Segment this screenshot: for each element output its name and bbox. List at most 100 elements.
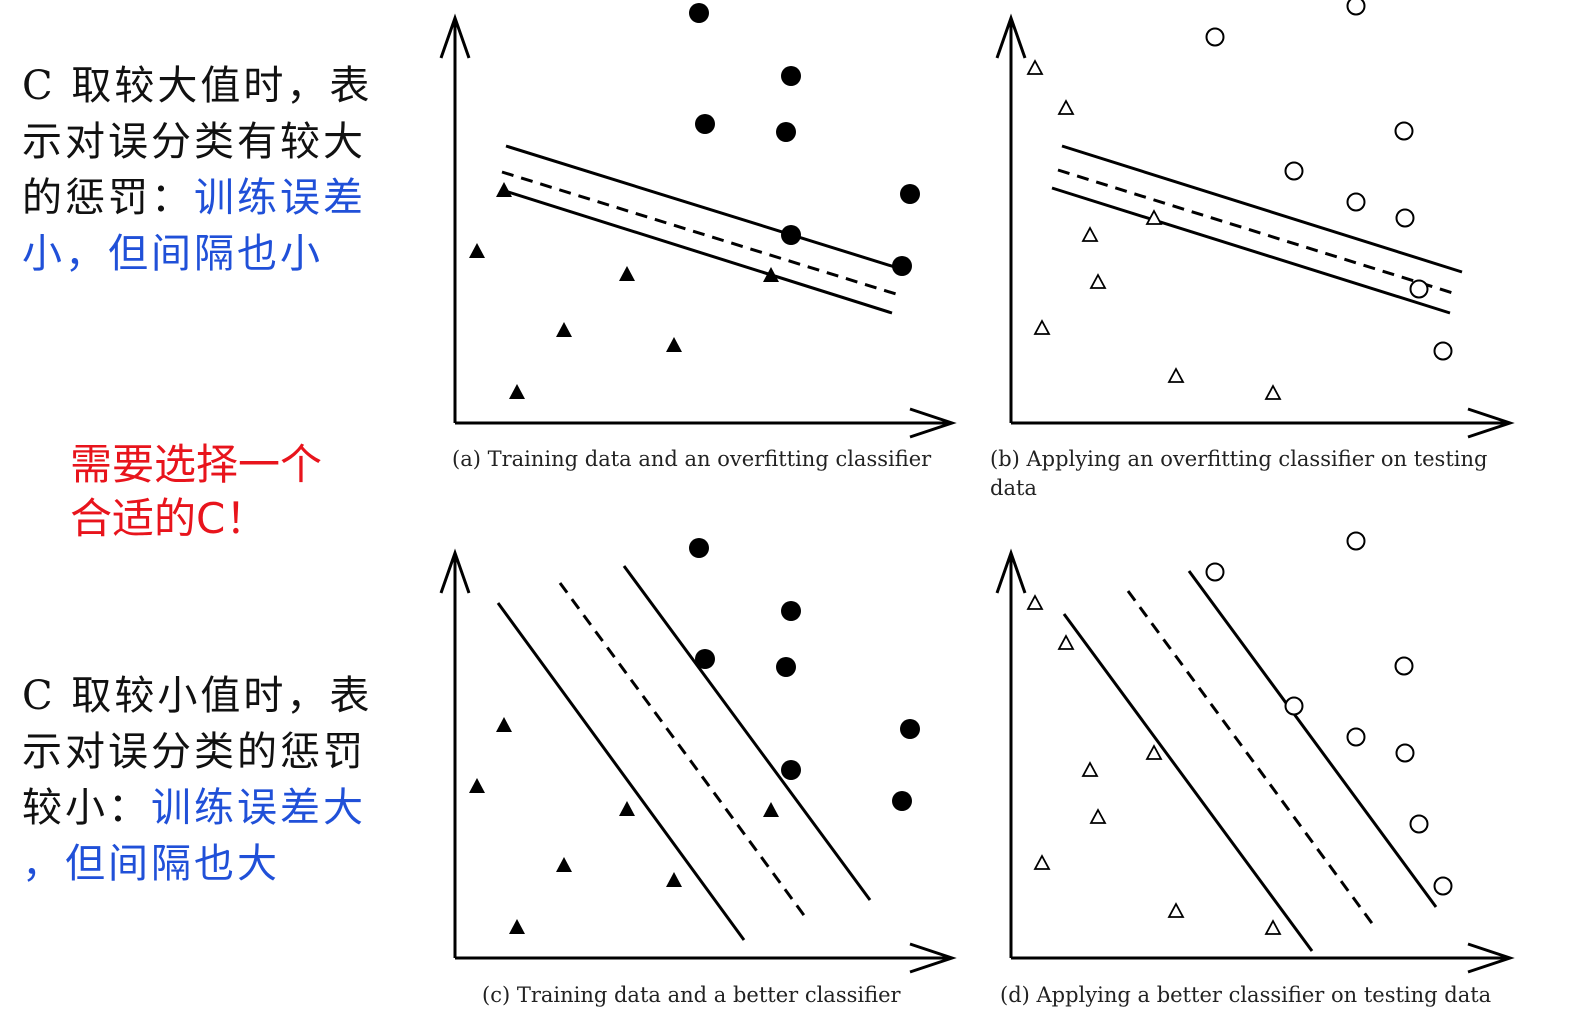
axes-d <box>995 548 1515 974</box>
caption-d: (d) Applying a better classifier on test… <box>1000 983 1491 1007</box>
open-circle-point <box>1394 656 1414 676</box>
filled-triangle-point <box>666 872 682 887</box>
panel-d: (d) Applying a better classifier on test… <box>995 531 1515 1007</box>
open-circle-point <box>1205 27 1225 47</box>
open-circle-point <box>1346 192 1366 212</box>
filled-circle-point <box>695 649 715 669</box>
choose-c-alert: 需要选择一个 合适的C！ <box>70 440 323 543</box>
lower-margin-line <box>1062 613 1314 952</box>
margin-lines-a <box>501 144 899 315</box>
upper-margin-line <box>1061 144 1463 274</box>
filled-triangle-point <box>509 919 525 934</box>
filled-circle-point <box>900 719 920 739</box>
open-circle-point <box>1284 696 1304 716</box>
open-circle-point <box>1395 208 1415 228</box>
margin-lines-b <box>1051 144 1463 315</box>
positive-points-d <box>1205 531 1453 896</box>
open-triangle-point <box>1058 635 1074 650</box>
open-circle-point <box>1433 341 1453 361</box>
filled-circle-point <box>781 66 801 86</box>
filled-circle-point <box>892 256 912 276</box>
filled-triangle-point <box>469 243 485 258</box>
open-triangle-point <box>1058 100 1074 115</box>
open-triangle-point <box>1146 745 1162 760</box>
open-triangle-point <box>1034 320 1050 335</box>
axes-b <box>995 13 1515 439</box>
open-triangle-point <box>1027 60 1043 75</box>
open-triangle-point <box>1168 903 1184 918</box>
decision-boundary <box>1126 590 1376 927</box>
decision-boundary <box>501 170 897 296</box>
filled-triangle-point <box>763 802 779 817</box>
open-triangle-point <box>1090 809 1106 824</box>
filled-circle-point <box>689 538 709 558</box>
panel-a: (a) Training data and an overfitting cla… <box>439 3 957 471</box>
filled-triangle-point <box>619 266 635 281</box>
positive-points-c <box>689 538 920 811</box>
positive-points-a <box>689 3 920 276</box>
filled-triangle-point <box>469 778 485 793</box>
open-triangle-point <box>1027 595 1043 610</box>
filled-circle-point <box>892 791 912 811</box>
upper-margin-line <box>622 565 872 901</box>
open-circle-point <box>1409 814 1429 834</box>
margin-lines-c <box>496 565 872 941</box>
axes-c <box>439 548 957 974</box>
open-circle-point <box>1346 531 1366 551</box>
open-triangle-point <box>1090 274 1106 289</box>
negative-points-b <box>1027 60 1281 400</box>
filled-circle-point <box>781 760 801 780</box>
filled-circle-point <box>689 3 709 23</box>
lower-margin-line <box>1051 186 1451 315</box>
open-circle-point <box>1395 743 1415 763</box>
filled-circle-point <box>695 114 715 134</box>
open-circle-point <box>1284 161 1304 181</box>
filled-circle-point <box>781 601 801 621</box>
open-circle-point <box>1205 562 1225 582</box>
open-triangle-point <box>1265 920 1281 935</box>
open-triangle-point <box>1168 368 1184 383</box>
open-triangle-point <box>1082 227 1098 242</box>
panel-b: (b) Applying an overfitting classifier o… <box>990 0 1515 500</box>
open-circle-point <box>1433 876 1453 896</box>
axes-a <box>439 13 957 439</box>
open-circle-point <box>1394 121 1414 141</box>
open-circle-point <box>1346 0 1366 16</box>
caption-b-line-2: data <box>990 476 1037 500</box>
large-c-note-text: C 取较大值时，表 示对误分类有较大 的惩罚： <box>22 63 373 221</box>
filled-triangle-point <box>496 717 512 732</box>
upper-margin-line <box>1187 570 1438 908</box>
small-c-note-highlight: 训练误差大 ，但间隔也大 <box>22 785 366 887</box>
small-c-note-text: C 取较小值时，表 示对误分类的惩罚 较小： <box>22 673 373 831</box>
decision-boundary <box>558 582 808 919</box>
lower-margin-line <box>496 602 746 941</box>
large-c-note-highlight: 训练误差 小，但间隔也小 <box>22 175 366 277</box>
open-circle-point <box>1346 727 1366 747</box>
open-circle-point <box>1409 279 1429 299</box>
upper-margin-line <box>505 144 899 270</box>
filled-triangle-point <box>496 182 512 197</box>
large-c-note: C 取较大值时，表 示对误分类有较大 的惩罚：训练误差 小，但间隔也小 <box>22 58 372 282</box>
filled-triangle-point <box>556 857 572 872</box>
negative-points-d <box>1027 595 1281 935</box>
filled-triangle-point <box>509 384 525 399</box>
filled-circle-point <box>776 122 796 142</box>
caption-b-line-1: (b) Applying an overfitting classifier o… <box>990 447 1487 471</box>
open-triangle-point <box>1082 762 1098 777</box>
filled-triangle-point <box>556 322 572 337</box>
filled-circle-point <box>781 225 801 245</box>
panel-c: (c) Training data and a better classifie… <box>439 538 957 1007</box>
margin-lines-d <box>1062 570 1438 952</box>
small-c-note: C 取较小值时，表 示对误分类的惩罚 较小：训练误差大 ，但间隔也大 <box>22 668 372 892</box>
lower-margin-line <box>501 188 893 315</box>
filled-triangle-point <box>666 337 682 352</box>
caption-b: (b) Applying an overfitting classifier o… <box>990 447 1494 500</box>
negative-points-c <box>469 717 779 934</box>
filled-circle-point <box>900 184 920 204</box>
filled-circle-point <box>776 657 796 677</box>
decision-boundary <box>1057 168 1457 296</box>
caption-c: (c) Training data and a better classifie… <box>482 983 902 1007</box>
open-triangle-point <box>1265 385 1281 400</box>
negative-points-a <box>469 182 779 399</box>
